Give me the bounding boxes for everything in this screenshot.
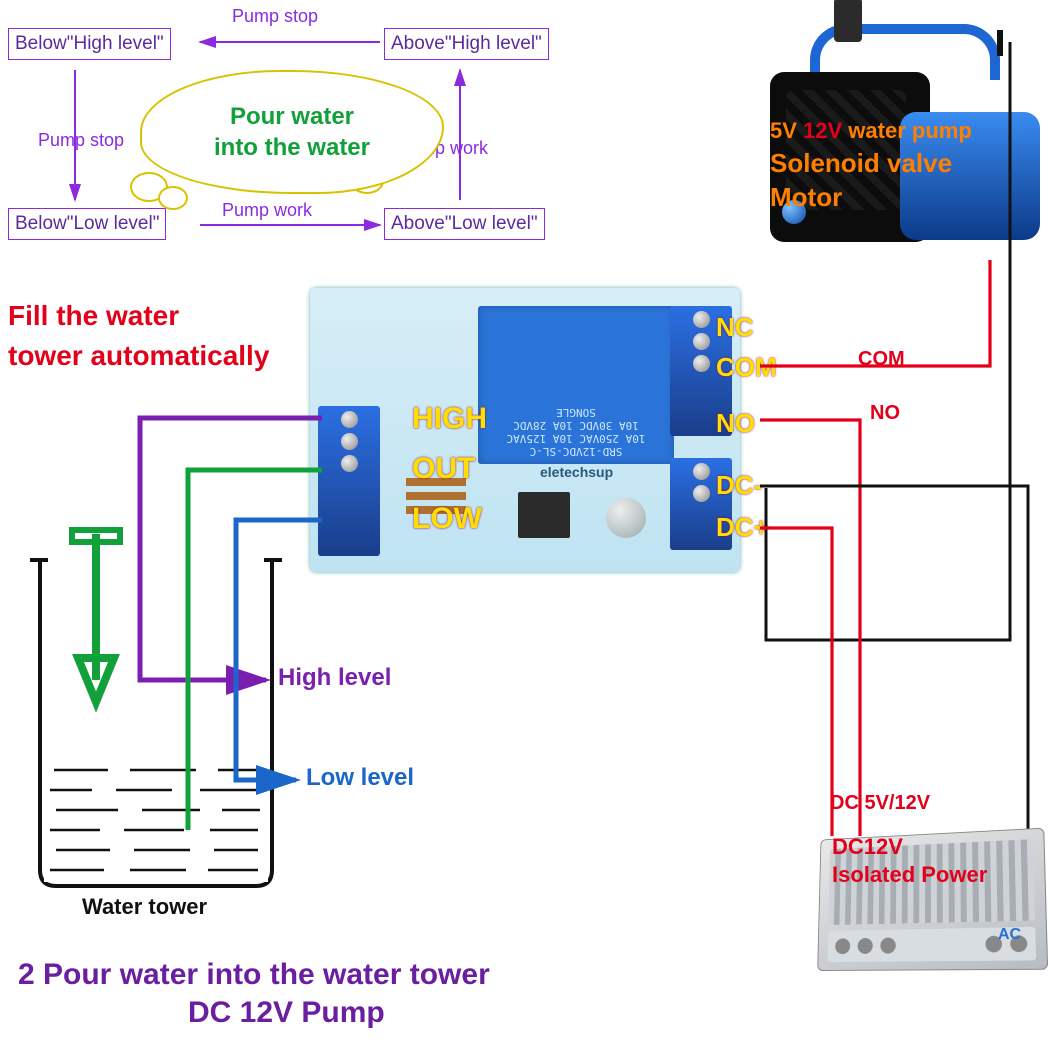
psu-name2: Isolated Power bbox=[832, 862, 987, 888]
bottom-title-1: 2 Pour water into the water tower bbox=[18, 958, 490, 992]
high-level-label: High level bbox=[278, 664, 391, 692]
psu-ac: AC bbox=[998, 926, 1021, 944]
psu-voltage: DC 5V/12V bbox=[830, 792, 930, 815]
tank-label: Water tower bbox=[82, 894, 207, 920]
psu-name1: DC12V bbox=[832, 834, 903, 860]
low-level-label: Low level bbox=[306, 764, 414, 792]
bottom-title-2: DC 12V Pump bbox=[188, 996, 385, 1030]
